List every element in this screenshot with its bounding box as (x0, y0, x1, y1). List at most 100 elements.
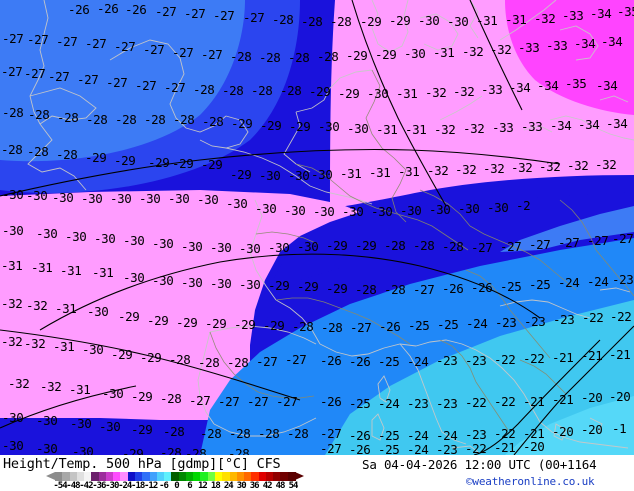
temp-value-label: -29 (389, 13, 411, 28)
temp-value-label: -24 (558, 275, 580, 290)
temp-value-label: -1 (612, 421, 627, 436)
temp-value-label: -31 (376, 122, 398, 137)
temp-value-label: -27 (184, 6, 206, 21)
colorbar-tick: 24 (223, 481, 234, 491)
temp-value-label: -23 (407, 396, 429, 411)
temp-value-label: -28 (173, 112, 195, 127)
temp-value-label: -28 (259, 50, 281, 65)
temp-value-label: -30 (197, 192, 219, 207)
temp-value-label: -31 (340, 166, 362, 181)
temp-value-label: -32 (425, 85, 447, 100)
temp-value-label: -28 (2, 105, 24, 120)
temp-value-label: -29 (234, 317, 256, 332)
temp-value-label: -34 (550, 118, 572, 133)
map-graphics (0, 0, 634, 455)
temp-value-label: -26 (320, 394, 342, 409)
temp-value-label: -24 (407, 354, 429, 369)
temp-value-label: -20 (581, 390, 603, 405)
temp-value-label: -23 (436, 396, 458, 411)
temp-value-label: -30 (181, 275, 203, 290)
colorbar-tick: 48 (275, 481, 286, 491)
temp-value-label: -22 (523, 351, 545, 366)
temp-value-label: -22 (610, 309, 632, 324)
colorbar[interactable] (46, 472, 304, 481)
temp-value-label: -29 (131, 422, 153, 437)
colorbar-segment (156, 472, 165, 481)
temp-value-label: -28 (222, 83, 244, 98)
colorbar-segment (258, 472, 267, 481)
temp-value-label: -29 (263, 318, 285, 333)
colorbar-segment (62, 472, 71, 481)
temp-value-label: -26 (320, 353, 342, 368)
temp-value-label: -28 (57, 110, 79, 125)
temp-value-label: -30 (226, 196, 248, 211)
temp-value-label: -29 (231, 116, 253, 131)
temp-value-label: -29 (230, 167, 252, 182)
colorbar-segment (287, 472, 296, 481)
temp-value-label: -23 (524, 314, 546, 329)
temp-band-darkblue-wedge (180, 192, 634, 455)
colorbar-segment (280, 472, 289, 481)
temp-value-label: -27 (24, 66, 46, 81)
temp-value-label: -27 (558, 235, 580, 250)
colorbar-segment (178, 472, 187, 481)
temp-value-label: -28 (202, 114, 224, 129)
temp-band-cyan (325, 300, 634, 455)
temp-value-label: -25 (349, 396, 371, 411)
temp-value-label: -27 (471, 240, 493, 255)
colorbar-segment (135, 472, 143, 481)
colorbar-segment (215, 472, 223, 481)
temp-value-label: -28 (413, 238, 435, 253)
temp-value-label: -29 (114, 153, 136, 168)
temp-value-label: -30 (65, 229, 87, 244)
temp-value-label: -27 (77, 72, 99, 87)
temp-value-label: -28 (200, 426, 222, 441)
colorbar-tick: -36 (92, 481, 106, 491)
temp-value-label: -29 (140, 350, 162, 365)
temp-value-label: -29 (111, 347, 133, 362)
temp-value-label: -31 (505, 12, 527, 27)
temp-value-label: -32 (8, 376, 30, 391)
temp-value-label: -28 (1, 142, 23, 157)
colorbar-tick: 42 (262, 481, 273, 491)
temp-value-label: -20 (523, 439, 545, 454)
colorbar-tick: -24 (118, 481, 132, 491)
temp-value-label: -27 (350, 320, 372, 335)
temp-value-label: -32 (483, 161, 505, 176)
temp-value-label: -27 (135, 78, 157, 93)
temp-value-label: -24 (407, 428, 429, 443)
colorbar-segment (55, 472, 63, 481)
temp-value-label: -32 (490, 42, 512, 57)
temp-value-label: -33 (546, 38, 568, 53)
temp-value-label: -25 (378, 442, 400, 455)
temp-value-label: -22 (494, 394, 516, 409)
temp-value-label: -31 (476, 13, 498, 28)
colorbar-tick: 0 (174, 481, 180, 491)
temp-value-label: -29 (326, 281, 348, 296)
temp-value-label: -31 (92, 265, 114, 280)
temp-value-label: -29 (148, 155, 170, 170)
weather-map-canvas[interactable]: -26 -26 -26 -27 -27 -27 -27 -28 -28 -28 -29 -29 -30-… (0, 0, 634, 455)
colorbar-segment (229, 472, 238, 481)
temp-value-label: -2 (516, 198, 531, 213)
colorbar-segment (222, 472, 231, 481)
colorbar-segment (273, 472, 282, 481)
temp-value-label: -31 (398, 164, 420, 179)
temp-value-label: -25 (408, 318, 430, 333)
temp-value-label: -25 (378, 428, 400, 443)
temp-value-label: -28 (280, 83, 302, 98)
temp-value-label: -27 (213, 8, 235, 23)
temp-value-label: -34 (509, 80, 531, 95)
temp-value-label: -30 (418, 13, 440, 28)
temp-value-label: -29 (205, 316, 227, 331)
temp-value-label: -28 (160, 391, 182, 406)
colorbar-tick: 12 (197, 481, 208, 491)
temp-value-label: -27 (143, 42, 165, 57)
colorbar-segment (113, 472, 122, 481)
temp-value-label: -30 (99, 419, 121, 434)
colorbar-tick: 54 (288, 481, 299, 491)
colorbar-segment (207, 472, 216, 481)
temp-value-label: -31 (53, 339, 75, 354)
colorbar-tick: -54 (53, 481, 67, 491)
colorbar-tick: 18 (210, 481, 221, 491)
